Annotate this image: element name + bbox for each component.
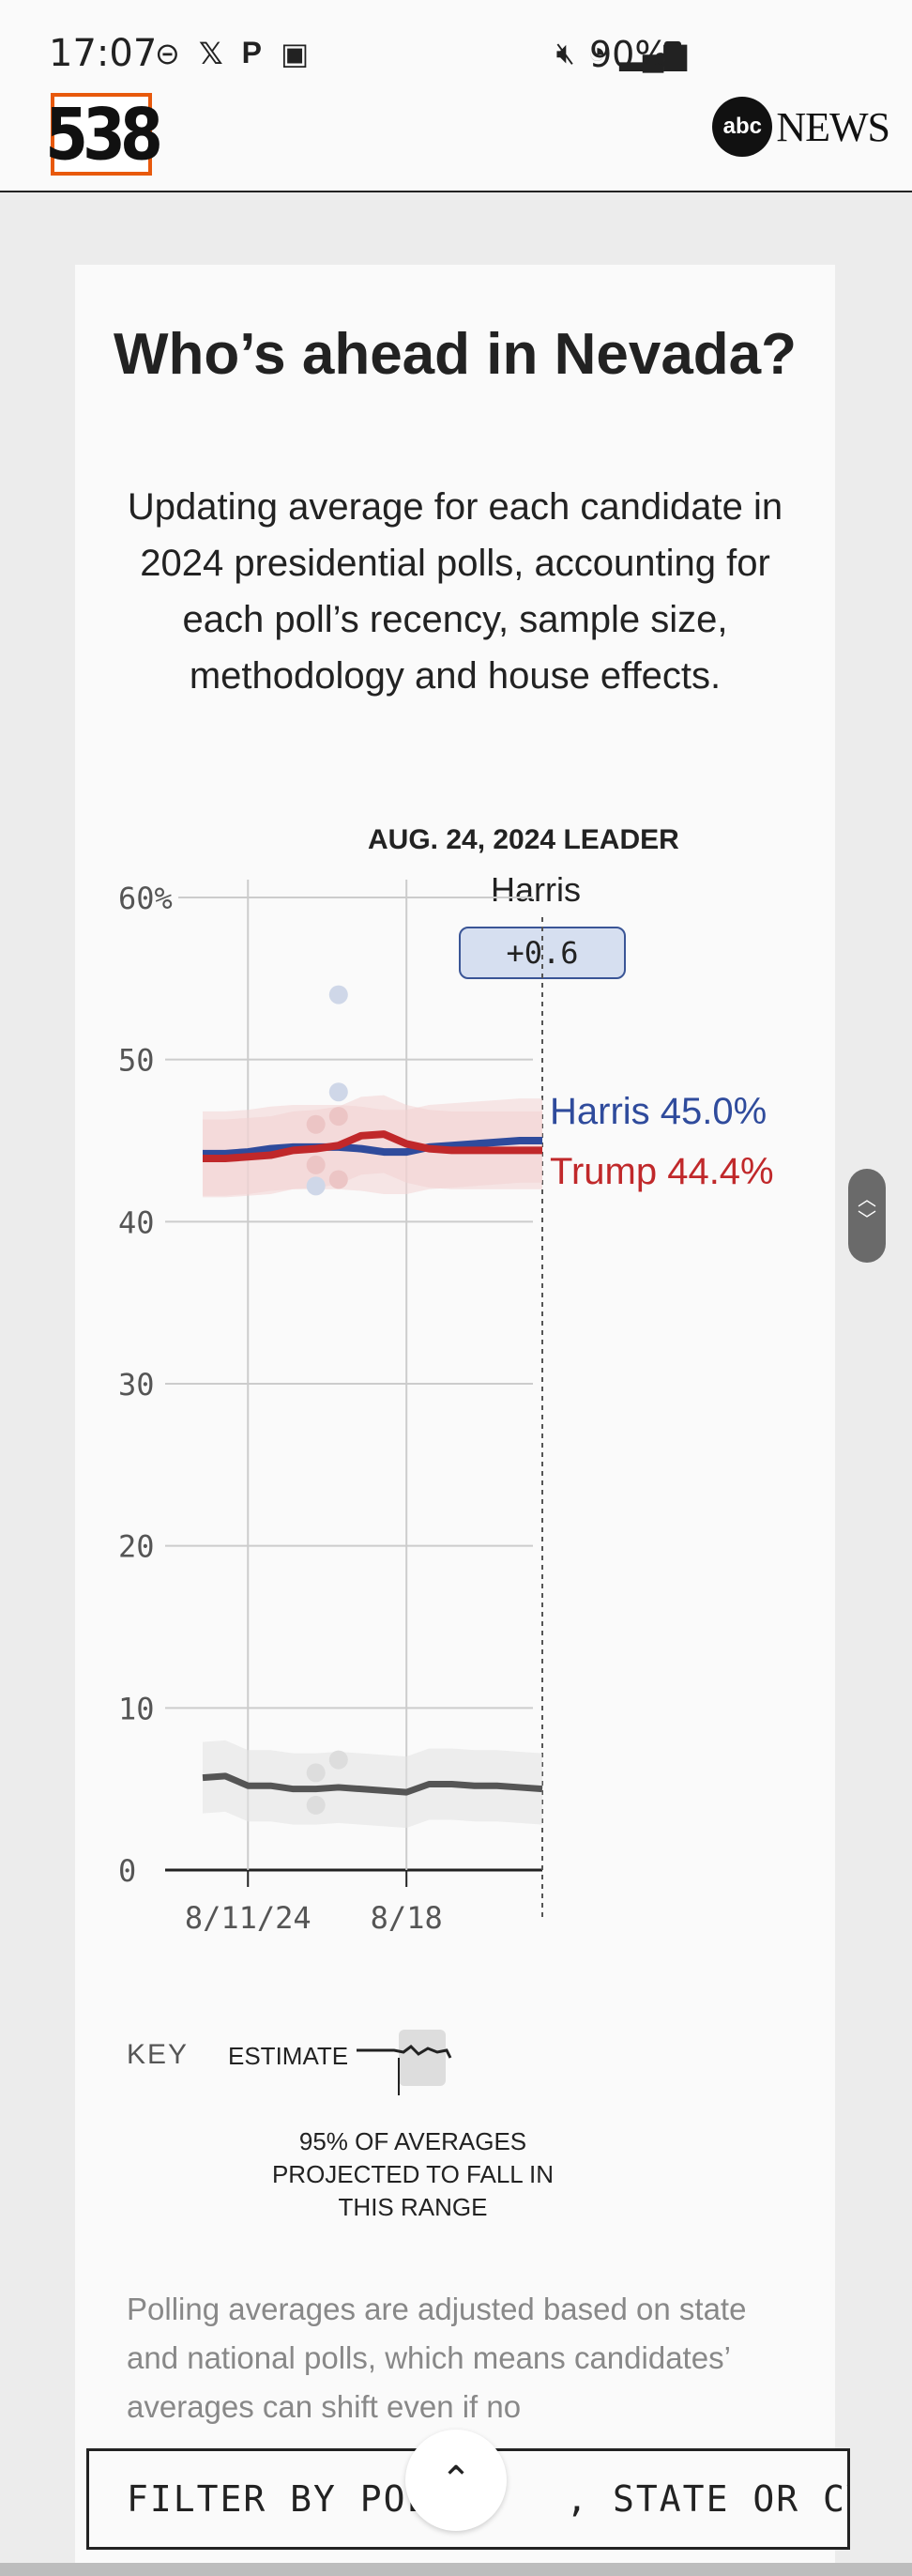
x-tick-label: 8/18 bbox=[371, 1900, 443, 1936]
poll-dot bbox=[306, 1763, 326, 1783]
confidence-band bbox=[203, 1095, 542, 1198]
logo-538[interactable]: 538 bbox=[45, 93, 163, 176]
series-line-other bbox=[202, 1772, 543, 1796]
key-label: KEY bbox=[127, 2039, 190, 2070]
poll-dot bbox=[306, 1155, 326, 1174]
leader-name: Harris bbox=[491, 870, 581, 909]
poll-card: Who’s ahead in Nevada? Updating average … bbox=[75, 265, 835, 2576]
mute-icon: 🔇︎ bbox=[555, 36, 575, 69]
y-tick-label: 20 bbox=[118, 1529, 155, 1565]
y-tick-label: 0 bbox=[118, 1853, 136, 1889]
series-line-trump bbox=[203, 1130, 542, 1162]
key-estimate-label: ESTIMATE bbox=[228, 2042, 349, 2070]
x-tick-label: 8/11/24 bbox=[185, 1900, 312, 1936]
key-range-note: 95% OF AVERAGES PROJECTED TO FALL IN THI… bbox=[271, 2127, 555, 2221]
card-subtitle: Updating average for each candidate in 2… bbox=[127, 486, 783, 697]
y-tick-label: 60% bbox=[118, 881, 173, 916]
status-bar: 17:07 ⊝ 𝕏 P ▣ 🔇︎ ◔ ▂▄▆ 90% bbox=[0, 0, 912, 89]
filter-label: FILTER BY POLL bbox=[127, 2478, 454, 2520]
scroll-to-top-button[interactable]: ⌃ bbox=[405, 2430, 507, 2531]
poll-dot bbox=[328, 1750, 348, 1770]
gallery-icon: ▣ bbox=[280, 37, 310, 70]
confidence-band bbox=[203, 1740, 542, 1829]
filter-label-rest: , STATE OR CYCLE bbox=[566, 2478, 847, 2520]
abc-news-logo[interactable]: abc NEWS bbox=[712, 97, 890, 157]
poll-dot bbox=[328, 1170, 348, 1189]
abc-news-wordmark: NEWS bbox=[776, 103, 890, 150]
poll-dot bbox=[306, 1176, 326, 1196]
bottom-nav-bar bbox=[0, 2563, 912, 2576]
key-legend-graphic bbox=[357, 2030, 452, 2095]
methodology-note: Polling averages are adjusted based on s… bbox=[127, 2292, 747, 2424]
wifi-icon: ◔ bbox=[587, 36, 607, 69]
poll-dot bbox=[306, 1114, 326, 1134]
leader-date-label: AUG. 24, 2024 LEADER bbox=[368, 824, 679, 855]
chevron-down-icon: ﹀ bbox=[858, 1210, 876, 1231]
abc-circle-mark: abc bbox=[712, 97, 773, 157]
poll-dot bbox=[328, 985, 348, 1004]
do-not-disturb-icon: ⊝ bbox=[155, 37, 180, 70]
poll-dot bbox=[328, 1082, 348, 1102]
series-line-harris bbox=[203, 1137, 542, 1158]
poll-dot bbox=[328, 1107, 348, 1127]
battery-level: 90% bbox=[589, 34, 669, 75]
y-tick-label: 30 bbox=[118, 1367, 155, 1403]
x-icon: 𝕏 bbox=[198, 37, 223, 70]
card-title: Who’s ahead in Nevada? bbox=[113, 322, 798, 387]
y-tick-label: 10 bbox=[118, 1691, 155, 1726]
site-header: 538 abc NEWS bbox=[0, 89, 912, 192]
scroll-handle[interactable]: ︿ ﹀ bbox=[848, 1169, 886, 1263]
chevron-up-icon: ⌃ bbox=[440, 2460, 472, 2501]
logo-538-text: 538 bbox=[45, 92, 163, 176]
chevron-up-icon: ︿ bbox=[858, 1189, 876, 1210]
poll-dot bbox=[306, 1795, 326, 1815]
trump-end-label: Trump 44.4% bbox=[550, 1151, 774, 1192]
battery-icon bbox=[664, 41, 681, 68]
y-tick-label: 40 bbox=[118, 1204, 155, 1240]
harris-end-label: Harris 45.0% bbox=[550, 1091, 768, 1132]
status-icons-left: ⊝ 𝕏 P ▣ bbox=[155, 36, 309, 71]
pinterest-icon: P bbox=[241, 36, 262, 69]
status-time: 17:07 bbox=[49, 32, 158, 75]
y-tick-label: 50 bbox=[118, 1043, 155, 1079]
polling-chart[interactable]: 60% 50 40 30 20 10 0 8/11/24 8/18 bbox=[75, 265, 835, 1955]
